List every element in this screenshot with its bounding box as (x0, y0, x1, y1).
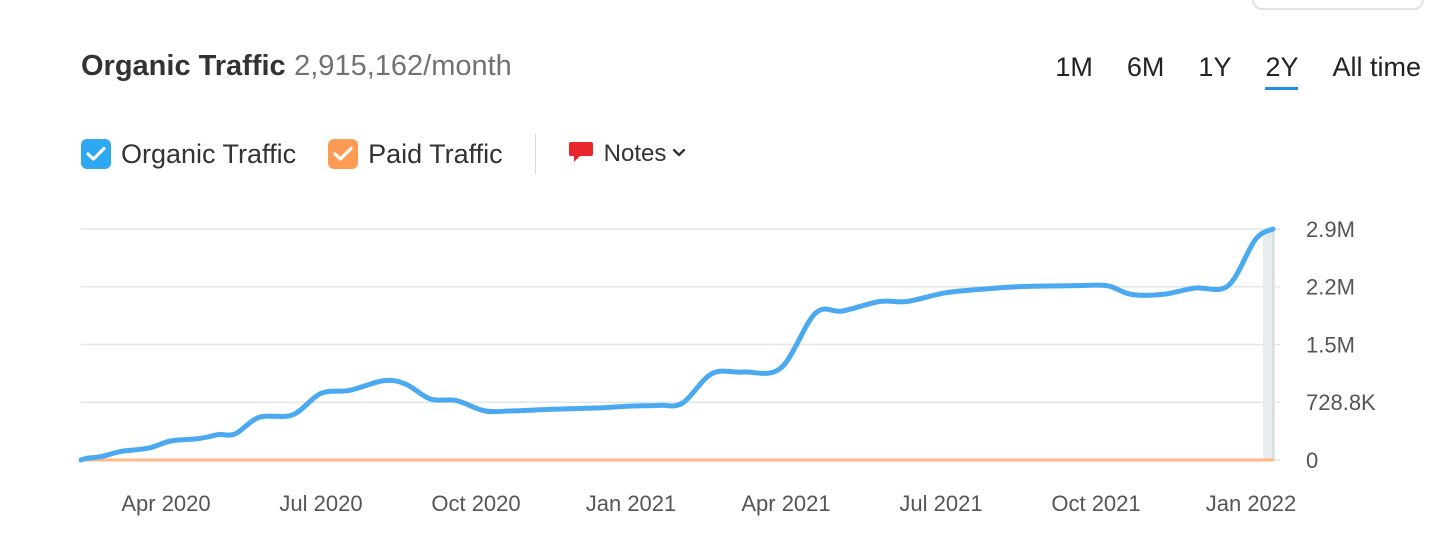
chart-title: Organic Traffic 2,915,162/month (81, 50, 512, 83)
range-2y[interactable]: 2Y (1265, 52, 1299, 90)
paid-traffic-toggle[interactable]: Paid Traffic (328, 139, 503, 170)
traffic-value: 2,915,162/month (294, 50, 512, 82)
x-tick-label: Apr 2021 (741, 491, 830, 516)
checkbox-checked-icon[interactable] (328, 139, 359, 169)
organic-traffic-label: Organic Traffic (121, 138, 297, 169)
x-tick-label: Jul 2021 (899, 491, 982, 516)
y-tick-label: 2.2M (1306, 275, 1355, 300)
x-tick-label: Apr 2020 (121, 491, 210, 516)
grid-lines (81, 228, 1280, 461)
speech-bubble-icon (568, 140, 594, 169)
checkbox-checked-icon[interactable] (81, 139, 111, 169)
notes-label: Notes (603, 140, 667, 167)
notes-dropdown[interactable]: Notes (568, 140, 687, 169)
x-axis-labels: Apr 2020 Jul 2020 Oct 2020 Jan 2021 Apr 2021… (121, 491, 1296, 516)
y-tick-label: 2.9M (1306, 217, 1355, 242)
x-tick-label: Jul 2020 (279, 491, 362, 516)
y-tick-label: 728.8K (1306, 390, 1376, 415)
x-tick-label: Oct 2020 (431, 491, 520, 516)
x-tick-label: Oct 2021 (1051, 491, 1140, 516)
series-lines (78, 226, 1276, 463)
range-all-time[interactable]: All time (1332, 52, 1421, 82)
x-tick-label: Jan 2021 (586, 491, 677, 516)
range-6m[interactable]: 6M (1126, 52, 1165, 82)
time-range-selector: 1M 6M 1Y 2Y All time (1055, 52, 1421, 90)
x-tick-label: Jan 2022 (1206, 491, 1297, 516)
organic-traffic-toggle[interactable]: Organic Traffic (81, 139, 296, 170)
title-label: Organic Traffic (81, 50, 286, 82)
chevron-down-icon (672, 145, 686, 163)
hover-band (1263, 228, 1275, 460)
legend: Organic Traffic Paid Traffic Notes (81, 134, 686, 174)
y-axis-labels: 0 728.8K 1.5M 2.2M 2.9M (1306, 217, 1376, 473)
paid-traffic-label: Paid Traffic (368, 138, 503, 169)
organic-traffic-line (78, 226, 1276, 463)
y-tick-label: 0 (1306, 448, 1318, 473)
range-1y[interactable]: 1Y (1198, 52, 1232, 82)
range-1m[interactable]: 1M (1055, 52, 1093, 82)
legend-divider (534, 134, 536, 174)
y-tick-label: 1.5M (1306, 332, 1355, 357)
